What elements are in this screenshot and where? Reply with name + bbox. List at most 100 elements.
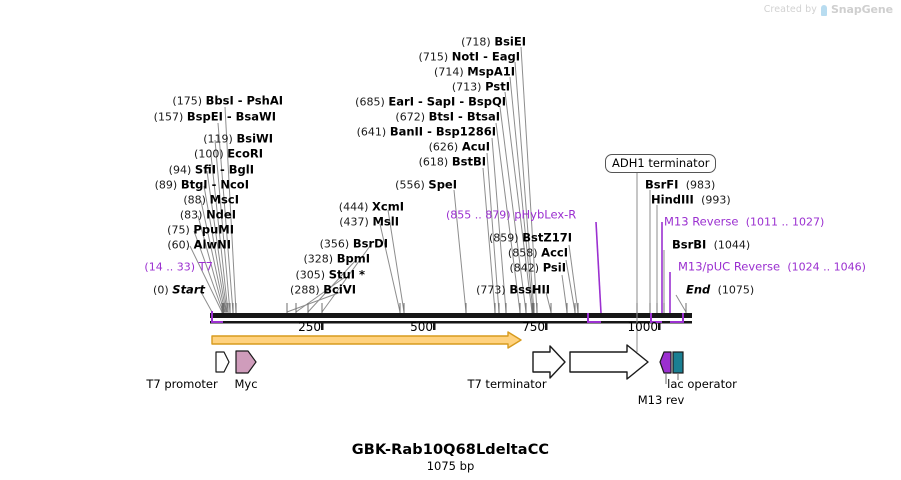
feature-label-t7-terminator[interactable]: T7 terminator [467, 377, 547, 391]
t7-promoter-arrow [215, 351, 230, 373]
feature-box-adh1-terminator[interactable]: ADH1 terminator [605, 154, 717, 173]
enzyme-label-acci[interactable]: (858) AccI [0, 245, 568, 260]
enzyme-label-mspa1i[interactable]: (714) MspA1I [0, 64, 515, 79]
site-position: (672) [395, 110, 426, 124]
enzyme-label-msci[interactable]: (88) MscI [0, 192, 239, 207]
site-position: (1075) [717, 283, 755, 297]
marker-label-end[interactable]: End (1075) [686, 283, 755, 297]
site-position: (288) [290, 283, 320, 297]
enzyme-label-bstbi[interactable]: (618) BstBI [0, 154, 486, 169]
enzyme-label-psii[interactable]: (842) PsiI [0, 261, 566, 275]
site-position: (714) [434, 65, 464, 79]
enzyme-name: AlwNI [193, 237, 231, 252]
marker-label-start[interactable]: (0) Start [0, 283, 205, 297]
enzyme-label-banii-bsp1286i[interactable]: (641) BanII - Bsp1286I [0, 125, 496, 139]
enzyme-name: MscI [209, 192, 239, 207]
enzyme-name: BsrFI [645, 177, 679, 192]
enzyme-name: AcuI [461, 139, 490, 154]
enzyme-name: XcmI [372, 199, 404, 214]
snapgene-watermark: Created by SnapGene [764, 3, 893, 16]
enzyme-label-bstz17i[interactable]: (859) BstZ17I [0, 231, 572, 245]
ruler-bar [210, 313, 692, 318]
leader-lines-right [636, 170, 687, 313]
enzyme-label-bpmi[interactable]: (328) BpmI [0, 252, 370, 266]
watermark-brand: SnapGene [830, 3, 893, 16]
enzyme-name: AccI [541, 245, 568, 260]
leader-lines-left [189, 106, 237, 313]
snapgene-logo-icon [820, 5, 827, 16]
enzyme-name: NotI - EagI [451, 49, 520, 64]
enzyme-label-bsrfi[interactable]: BsrFI (983) [645, 177, 715, 192]
ruler-tick-label-500: 500 [410, 320, 433, 334]
site-position: (88) [183, 193, 206, 207]
enzyme-label-ecori[interactable]: (100) EcoRI [0, 147, 263, 161]
feature-label-lac-operator[interactable]: lac operator [667, 377, 737, 391]
enzyme-name: PstI [485, 79, 510, 94]
enzyme-name: SfiI - BglI [194, 162, 254, 177]
enzyme-label-eari-sapi-bspqi[interactable]: (685) EarI - SapI - BspQI [0, 94, 506, 109]
enzyme-label-bbsi-pshai[interactable]: (175) BbsI - PshAI [0, 93, 283, 108]
feature-label-t7-promoter[interactable]: T7 promoter [146, 377, 218, 391]
primer-label-m13-reverse[interactable]: M13 Reverse (1011 .. 1027) [664, 214, 824, 229]
ruler-ticks [321, 321, 661, 330]
leader-line-phyblex-r [595, 221, 602, 314]
enzyme-label-bsiei[interactable]: (718) BsiEI [0, 34, 526, 49]
primer-label-phyblex-r[interactable]: (855 .. 879) pHybLex-R [446, 208, 576, 222]
enzyme-label-bsrbi[interactable]: BsrBI (1044) [672, 237, 750, 252]
feature-box-label: ADH1 terminator [612, 156, 710, 170]
enzyme-label-bsiwi[interactable]: (119) BsiWI [0, 132, 273, 146]
myc-arrow [235, 350, 257, 374]
enzyme-name: BbsI - PshAI [205, 93, 283, 108]
enzyme-name: BciVI [323, 282, 356, 297]
orf-arrow [211, 331, 522, 349]
enzyme-label-hindiii[interactable]: HindIII (993) [651, 193, 731, 207]
leader-lines-mid [286, 209, 405, 313]
enzyme-label-psti[interactable]: (713) PstI [0, 79, 510, 94]
leader-lines-right-primers [661, 222, 671, 313]
enzyme-label-btgi-ncoi[interactable]: (89) BtgI - NcoI [0, 177, 249, 192]
enzyme-name: BssHII [509, 282, 550, 297]
enzyme-label-spei[interactable]: (556) SpeI [0, 178, 457, 192]
site-position: (618) [418, 155, 449, 169]
site-position: (305) [295, 268, 326, 282]
enzyme-label-stui[interactable]: (305) StuI * [0, 268, 365, 282]
site-position: (328) [303, 252, 334, 266]
primer-label-m13-puc-reverse[interactable]: M13/pUC Reverse (1024 .. 1046) [678, 260, 866, 274]
enzyme-label-bsrdi[interactable]: (356) BsrDI [0, 236, 388, 251]
enzyme-label-bsshii[interactable]: (773) BssHII [0, 282, 550, 297]
site-position: (75) [167, 223, 190, 237]
plasmid-length: 1075 bp [426, 459, 475, 473]
enzyme-label-ppumi[interactable]: (75) PpuMI [0, 223, 234, 237]
primer-label-t7[interactable]: (14 .. 33) T7 [0, 260, 213, 274]
enzyme-name: BtgI - NcoI [180, 177, 249, 192]
enzyme-name: NdeI [206, 207, 236, 222]
enzyme-label-alwni[interactable]: (60) AlwNI [0, 237, 231, 252]
site-position: (858) [507, 246, 538, 260]
enzyme-name: MslI [372, 214, 399, 229]
feature-label-m13-rev[interactable]: M13 rev [637, 393, 685, 407]
enzyme-label-bcivi[interactable]: (288) BciVI [0, 282, 356, 297]
enzyme-label-msli[interactable]: (437) MslI [0, 214, 399, 229]
ruler-tick-label-250: 250 [298, 320, 321, 334]
site-position: (718) [461, 35, 491, 49]
site-position: (842) [509, 261, 540, 275]
enzyme-label-acui[interactable]: (626) AcuI [0, 139, 490, 154]
enzyme-label-noti-eagi[interactable]: (715) NotI - EagI [0, 49, 520, 64]
enzyme-name: BsiEI [494, 34, 526, 49]
enzyme-name: EarI - SapI - BspQI [388, 94, 506, 109]
enzyme-label-xcmi[interactable]: (444) XcmI [0, 199, 404, 214]
enzyme-name: MspA1I [467, 64, 515, 79]
adh1-terminator-arrow [569, 344, 649, 380]
enzyme-label-bspei-bsawi[interactable]: (157) BspEI - BsaWI [0, 110, 276, 124]
enzyme-name: BsrBI [672, 237, 707, 252]
enzyme-label-sfii-bgli[interactable]: (94) SfiI - BglI [0, 162, 254, 177]
enzyme-label-btsi-btsai[interactable]: (672) BtsI - BtsaI [0, 110, 500, 124]
watermark-created-by: Created by [763, 4, 817, 15]
t7-terminator-arrow [532, 345, 566, 379]
primer-name: M13 Reverse [664, 214, 739, 229]
enzyme-name: BstBI [451, 154, 486, 169]
site-position: (0) [153, 283, 169, 297]
enzyme-name: BsrDI [352, 236, 388, 251]
enzyme-label-ndei[interactable]: (83) NdeI [0, 207, 236, 222]
feature-label-myc[interactable]: Myc [234, 377, 258, 391]
